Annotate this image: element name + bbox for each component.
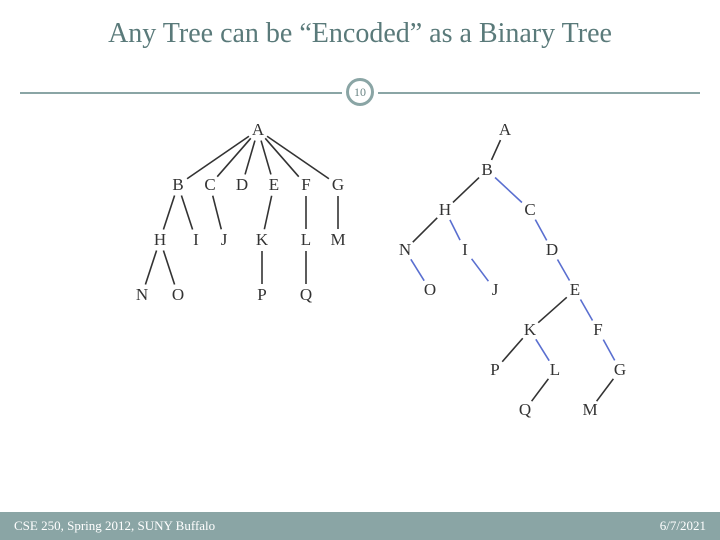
tree-edge — [213, 196, 222, 230]
tree-node: N — [399, 240, 411, 260]
tree-node: B — [481, 160, 492, 180]
tree-edge — [163, 195, 174, 229]
tree-edge — [187, 136, 249, 179]
tree-node: C — [524, 200, 535, 220]
tree-node: K — [256, 230, 268, 250]
tree-node: C — [204, 175, 215, 195]
tree-node: F — [593, 320, 602, 340]
tree-edge — [597, 379, 614, 401]
tree-edge — [495, 177, 522, 202]
footer-left-text: CSE 250, Spring 2012, SUNY Buffalo — [14, 518, 215, 534]
tree-edge — [145, 250, 156, 284]
tree-node: B — [172, 175, 183, 195]
tree-edge — [472, 259, 489, 281]
tree-node: E — [269, 175, 279, 195]
rule-left — [20, 92, 342, 94]
tree-node: Q — [300, 285, 312, 305]
tree-node: N — [136, 285, 148, 305]
tree-node: F — [301, 175, 310, 195]
tree-edge — [532, 379, 549, 401]
tree-node: K — [524, 320, 536, 340]
tree-edge — [267, 136, 329, 179]
tree-node: M — [330, 230, 345, 250]
tree-edge — [492, 140, 501, 160]
tree-edge — [453, 178, 479, 203]
tree-edge — [557, 260, 569, 281]
tree-node: Q — [519, 400, 531, 420]
tree-edge — [603, 340, 614, 361]
tree-node: I — [462, 240, 468, 260]
tree-edge — [580, 300, 592, 321]
rule-right — [378, 92, 700, 94]
tree-node: O — [172, 285, 184, 305]
tree-edge — [181, 195, 192, 229]
diagram-area: ABCDEFGHIJKLMNOPQABHCNIDOJEKFPLGQM — [0, 110, 720, 490]
tree-edge — [536, 339, 549, 360]
tree-node: A — [252, 120, 264, 140]
tree-node: J — [492, 280, 499, 300]
tree-edge — [538, 297, 567, 322]
footer-bar: CSE 250, Spring 2012, SUNY Buffalo 6/7/2… — [0, 512, 720, 540]
slide-title: Any Tree can be “Encoded” as a Binary Tr… — [0, 0, 720, 50]
tree-edge — [264, 196, 271, 230]
page-number-badge: 10 — [346, 78, 374, 106]
tree-node: I — [193, 230, 199, 250]
tree-edge — [413, 218, 437, 242]
tree-node: H — [154, 230, 166, 250]
tree-edge — [245, 141, 255, 175]
tree-svg — [0, 110, 720, 490]
tree-node: O — [424, 280, 436, 300]
tree-node: G — [332, 175, 344, 195]
tree-edge — [163, 250, 174, 284]
tree-edge — [502, 338, 523, 361]
tree-node: G — [614, 360, 626, 380]
tree-edge — [535, 220, 546, 241]
footer-right-text: 6/7/2021 — [660, 518, 706, 534]
tree-node: J — [221, 230, 228, 250]
tree-node: D — [236, 175, 248, 195]
tree-node: A — [499, 120, 511, 140]
tree-node: D — [546, 240, 558, 260]
horizontal-rule: 10 — [20, 78, 700, 106]
tree-edge — [450, 220, 460, 240]
tree-node: H — [439, 200, 451, 220]
tree-node: L — [301, 230, 311, 250]
tree-edge — [411, 259, 424, 280]
tree-node: P — [257, 285, 266, 305]
tree-node: L — [550, 360, 560, 380]
tree-node: E — [570, 280, 580, 300]
tree-edge — [261, 141, 271, 175]
tree-node: M — [582, 400, 597, 420]
tree-node: P — [490, 360, 499, 380]
